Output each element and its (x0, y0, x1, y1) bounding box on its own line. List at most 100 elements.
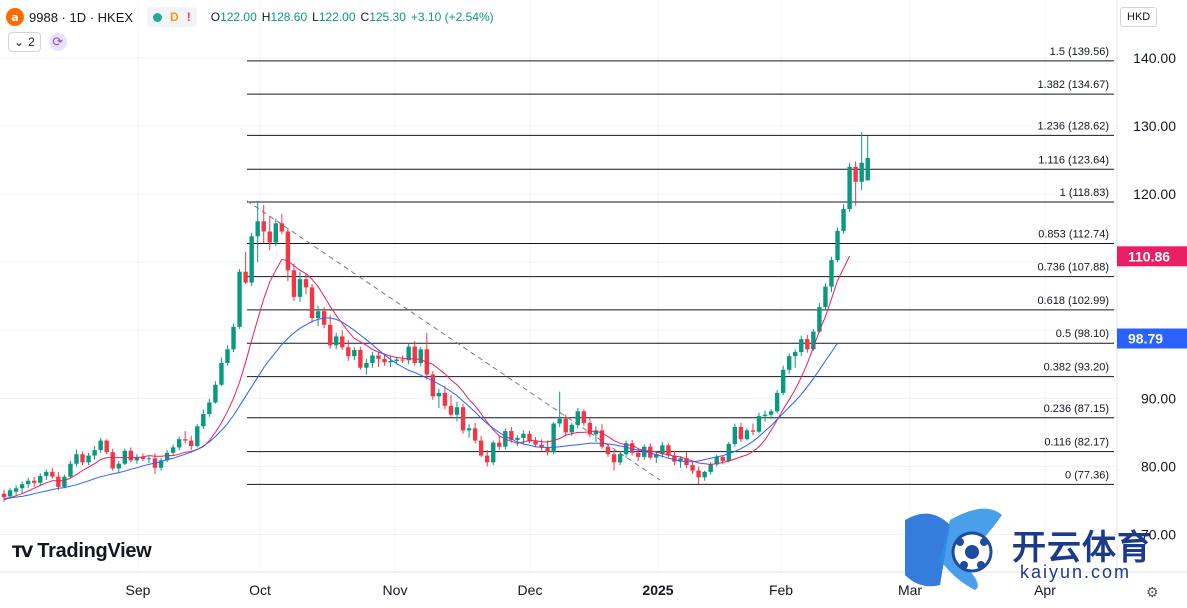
candles (1, 132, 870, 502)
price-tag-background (1117, 328, 1187, 349)
currency-button[interactable]: HKD (1120, 7, 1158, 27)
candle-body (285, 231, 291, 271)
candle-body (690, 465, 695, 471)
time-axis[interactable]: Sep Oct Nov Dec 2025 Feb Mar Apr (126, 582, 1057, 598)
candle-body (237, 271, 242, 327)
close-value: 125.30 (369, 10, 406, 24)
candle-body (732, 426, 738, 444)
candle-body (678, 458, 683, 462)
candle-body (805, 339, 810, 350)
ohlc-values: O122.00 H128.60 L122.00 C125.30 +3.10 (+… (211, 10, 494, 24)
candle-body (835, 230, 840, 261)
trendline[interactable] (246, 200, 661, 481)
time-tick-label: Feb (769, 582, 793, 598)
candle-body (768, 411, 774, 415)
candle-body (497, 442, 502, 447)
alibaba-logo-icon: a (6, 8, 24, 26)
candle-body (104, 440, 109, 453)
candle-body (170, 447, 176, 453)
delayed-badge[interactable]: D (170, 10, 179, 24)
high-label: H (261, 10, 271, 24)
open-label: O (210, 10, 221, 24)
candle-body (134, 456, 140, 461)
candle-body (19, 484, 25, 489)
candle-body (352, 350, 357, 357)
candle-body (315, 311, 321, 319)
candle-body (666, 445, 671, 456)
candle-body (261, 221, 266, 232)
candle-body (303, 279, 309, 288)
candle-body (406, 346, 411, 361)
candle-body (569, 424, 574, 433)
time-tick-label: Nov (383, 582, 408, 598)
candle-body (32, 480, 37, 483)
candle-body (672, 455, 677, 462)
candle-body (394, 359, 399, 361)
candle-body (787, 356, 792, 370)
candle-body (207, 402, 212, 415)
candle-body (297, 279, 303, 297)
candle-body (279, 223, 285, 232)
candle-body (847, 166, 852, 210)
candle-body (738, 426, 744, 440)
candle-body (853, 166, 858, 182)
candle-body (539, 444, 544, 448)
candle-body (189, 440, 194, 447)
settings-icon[interactable]: ⚙ (1146, 584, 1159, 600)
candle-body (291, 270, 297, 297)
candle-body (436, 392, 442, 397)
price-axis[interactable]: 70.00 80.00 90.00 120.00 130.00 140.00 (1133, 50, 1176, 543)
candle-body (478, 440, 484, 456)
candle-body (255, 221, 260, 237)
warning-badge[interactable]: ! (186, 10, 191, 24)
candle-body (334, 336, 339, 346)
status-badges[interactable]: D ! (147, 7, 197, 27)
candle-body (527, 433, 532, 442)
candle-body (140, 456, 146, 459)
candle-body (249, 236, 254, 283)
symbol-title[interactable]: 9988 · 1D · HKEX (29, 9, 134, 25)
candle-body (629, 443, 635, 453)
fib-level-label: 0.116 (82.17) (1044, 437, 1109, 449)
candle-body (811, 331, 816, 350)
candle-body (68, 463, 73, 477)
candle-body (25, 480, 31, 485)
candle-body (509, 431, 514, 440)
price-tick-label: 130.00 (1133, 118, 1176, 134)
chart-header: a 9988 · 1D · HKEX D ! O122.00 H128.60 L… (6, 6, 494, 28)
candle-body (454, 407, 460, 415)
candle-body (116, 463, 121, 469)
candle-body (382, 358, 387, 363)
candle-body (195, 426, 200, 447)
candle-body (62, 476, 67, 487)
candle-body (164, 452, 170, 461)
time-tick-label: Mar (898, 582, 922, 598)
ma-fast-line (3, 255, 851, 501)
candle-body (418, 349, 423, 363)
chevron-down-icon: ⌄ (14, 35, 25, 49)
fib-retracement[interactable]: 0 (77.36) 0.116 (82.17) 0.236 (87.15) 0.382… (247, 46, 1114, 485)
candle-body (146, 458, 152, 460)
candle-body (533, 441, 538, 445)
time-tick-label: Sep (126, 582, 151, 598)
candle-body (358, 350, 363, 368)
brand-name: TradingView (37, 540, 152, 562)
refresh-icon[interactable]: ⟳ (48, 33, 67, 51)
candle-body (56, 476, 61, 487)
fib-level-label: 1.5 (139.56) (1050, 46, 1109, 58)
candle-body (225, 349, 230, 363)
tradingview-logo[interactable]: TV TradingView (12, 540, 152, 563)
candle-body (859, 162, 864, 182)
candle-body (660, 445, 665, 455)
indicators-toggle-button[interactable]: ⌄ 2 (8, 32, 41, 52)
fib-level-label: 0.236 (87.15) (1044, 403, 1109, 415)
price-tag-label: 98.79 (1128, 331, 1163, 347)
candle-body (605, 446, 611, 455)
candle-body (346, 347, 351, 357)
candle-body (762, 414, 768, 417)
candle-body (817, 307, 822, 332)
candle-body (823, 286, 828, 308)
low-value: 122.00 (318, 10, 356, 24)
price-tick-label: 80.00 (1141, 458, 1176, 474)
